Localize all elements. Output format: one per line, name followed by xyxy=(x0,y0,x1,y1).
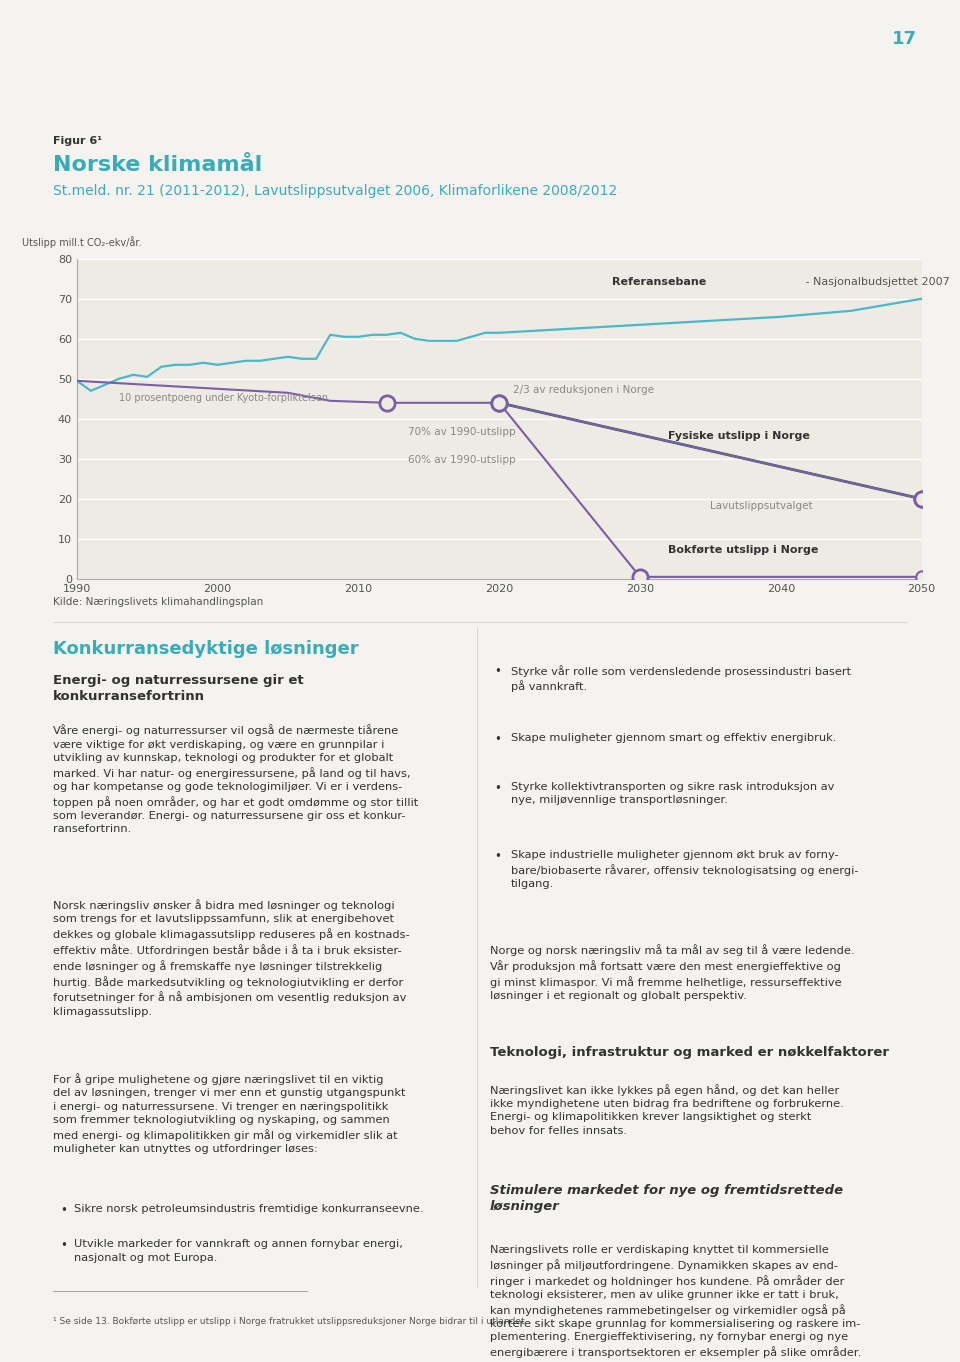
Text: Styrke vår rolle som verdensledende prosessindustri basert
på vannkraft.: Styrke vår rolle som verdensledende pros… xyxy=(511,665,851,692)
Text: Næringslivet kan ikke lykkes på egen hånd, og det kan heller
ikke myndighetene u: Næringslivet kan ikke lykkes på egen hån… xyxy=(490,1084,843,1136)
Text: Sikre norsk petroleumsindustris fremtidige konkurranseevne.: Sikre norsk petroleumsindustris fremtidi… xyxy=(74,1204,423,1214)
Text: Kilde: Næringslivets klimahandlingsplan: Kilde: Næringslivets klimahandlingsplan xyxy=(53,597,263,606)
Text: Lavutslippsutvalget: Lavutslippsutvalget xyxy=(710,501,813,511)
Text: Norske klimamål: Norske klimamål xyxy=(53,155,262,176)
Text: •: • xyxy=(60,1204,67,1218)
Text: •: • xyxy=(494,665,501,678)
Text: Bokførte utslipp i Norge: Bokførte utslipp i Norge xyxy=(668,545,819,554)
Text: •: • xyxy=(494,782,501,795)
Text: Stimulere markedet for nye og fremtidsrettede
løsninger: Stimulere markedet for nye og fremtidsre… xyxy=(490,1184,843,1212)
Text: ¹ Se side 13. Bokførte utslipp er utslipp i Norge fratrukket utslippsreduksjoner: ¹ Se side 13. Bokførte utslipp er utslip… xyxy=(53,1317,527,1327)
Text: - Nasjonalbudsjettet 2007: - Nasjonalbudsjettet 2007 xyxy=(802,276,949,287)
Text: Fysiske utslipp i Norge: Fysiske utslipp i Norge xyxy=(668,430,810,441)
Text: Skape industrielle muligheter gjennom økt bruk av forny-
bare/biobaserte råvarer: Skape industrielle muligheter gjennom øk… xyxy=(511,850,858,889)
Text: Utvikle markeder for vannkraft og annen fornybar energi,
nasjonalt og mot Europa: Utvikle markeder for vannkraft og annen … xyxy=(74,1239,403,1263)
Text: Figur 6¹: Figur 6¹ xyxy=(53,136,102,146)
Text: Norge og norsk næringsliv må ta mål av seg til å være ledende.
Vår produksjon må: Norge og norsk næringsliv må ta mål av s… xyxy=(490,944,854,1001)
Text: Utslipp mill.t CO₂-ekv/år.: Utslipp mill.t CO₂-ekv/år. xyxy=(22,237,141,248)
Text: 70% av 1990-utslipp: 70% av 1990-utslipp xyxy=(408,426,516,437)
Text: Næringslivets rolle er verdiskaping knyttet til kommersielle
løsninger på miljøu: Næringslivets rolle er verdiskaping knyt… xyxy=(490,1245,861,1358)
Text: St.meld. nr. 21 (2011-2012), Lavutslippsutvalget 2006, Klimaforlikene 2008/2012: St.meld. nr. 21 (2011-2012), Lavutslipps… xyxy=(53,184,617,197)
Text: Styrke kollektivtransporten og sikre rask introduksjon av
nye, miljøvennlige tra: Styrke kollektivtransporten og sikre ras… xyxy=(511,782,834,805)
Text: Referansebane: Referansebane xyxy=(612,276,707,287)
Text: 2/3 av reduksjonen i Norge: 2/3 av reduksjonen i Norge xyxy=(514,385,655,395)
Text: Våre energi- og naturressurser vil også de nærmeste tiårene
være viktige for økt: Våre energi- og naturressurser vil også … xyxy=(53,725,418,835)
Text: Norsk næringsliv ønsker å bidra med løsninger og teknologi
som trengs for et lav: Norsk næringsliv ønsker å bidra med løsn… xyxy=(53,899,409,1016)
Text: 17: 17 xyxy=(892,30,917,48)
Text: Teknologi, infrastruktur og marked er nøkkelfaktorer: Teknologi, infrastruktur og marked er nø… xyxy=(490,1046,889,1060)
Text: •: • xyxy=(60,1239,67,1253)
Text: Konkurransedyktige løsninger: Konkurransedyktige løsninger xyxy=(53,640,358,658)
Text: For å gripe mulighetene og gjøre næringslivet til en viktig
del av løsningen, tr: For å gripe mulighetene og gjøre nærings… xyxy=(53,1073,405,1154)
Text: •: • xyxy=(494,733,501,746)
Text: Energi- og naturressursene gir et
konkurransefortrinn: Energi- og naturressursene gir et konkur… xyxy=(53,674,303,703)
Text: 60% av 1990-utslipp: 60% av 1990-utslipp xyxy=(408,455,516,464)
Text: 10 prosentpoeng under Kyoto-forpliktelsen: 10 prosentpoeng under Kyoto-forpliktelse… xyxy=(119,392,328,403)
Text: Skape muligheter gjennom smart og effektiv energibruk.: Skape muligheter gjennom smart og effekt… xyxy=(511,733,836,742)
Text: •: • xyxy=(494,850,501,864)
